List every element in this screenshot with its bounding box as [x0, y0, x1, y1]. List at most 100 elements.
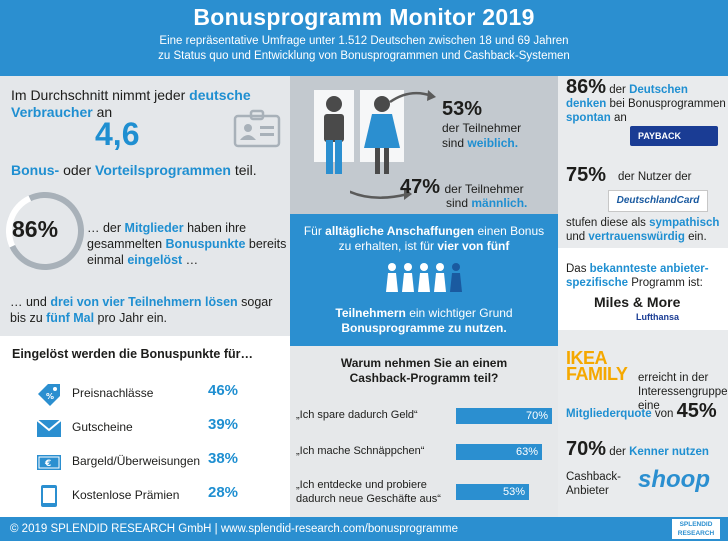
average-highlight-consumer: deutsche Verbraucher	[11, 87, 251, 120]
redeem-label: Preisnachlässe	[72, 386, 154, 400]
average-text-2: Bonus- oder Vorteilsprogrammen teil.	[11, 162, 257, 178]
male-text-c: männlich.	[471, 196, 528, 210]
bar-row: „Ich entdecke und probiere dadurch neue …	[290, 478, 558, 514]
everyday-text-a: Für	[303, 224, 322, 238]
payback-text-a: der	[609, 84, 626, 96]
gender-figures-icon	[314, 90, 404, 174]
frequency-text: … und drei von vier Teilnehmern lösen so…	[10, 294, 280, 326]
ikea-text-c: von	[654, 408, 674, 420]
payback-percent: 86%	[566, 76, 607, 98]
shoop-text-b: Kenner nutzen	[629, 446, 709, 458]
footer-text: © 2019 SPLENDID RESEARCH GmbH | www.sple…	[10, 523, 458, 535]
payback-text: 86% der Deutschen denken bei Bonusprogra…	[566, 77, 726, 125]
members-text-e: bereits einmal	[87, 237, 287, 267]
female-text-b: sind	[442, 136, 465, 150]
logo-line-a: SPLENDID	[679, 521, 713, 528]
members-text-b: Mitglieder	[124, 221, 184, 235]
female-text-c: weiblich.	[467, 136, 519, 150]
ikea-percent: 45%	[676, 400, 717, 422]
bar: 63%	[456, 444, 542, 460]
male-text-b: sind	[446, 196, 469, 210]
deutschlandcard-panel: 75% der Nutzer der DeutschlandCard stufe…	[558, 160, 728, 246]
subtitle-line-1: Eine repräsentative Umfrage unter 1.512 …	[159, 35, 569, 47]
frequency-text-d: fünf Mal	[46, 311, 95, 325]
cash-icon: €	[37, 455, 61, 470]
logo-line-b: RESEARCH	[677, 530, 715, 537]
ikea-text-b: Mitgliederquote	[566, 408, 652, 420]
list-item: Kostenlose Prämien 28%	[0, 482, 290, 512]
redeem-label: Bargeld/Überweisungen	[72, 454, 201, 468]
redeem-label: Gutscheine	[72, 420, 133, 434]
everyday-reason-b: ein wichtiger Grund	[409, 306, 513, 320]
list-item: Gutscheine 39%	[0, 414, 290, 444]
dcard-text-c: sympathisch	[649, 217, 720, 229]
everyday-purchases-panel: Für alltägliche Anschaffungen einen Bonu…	[290, 214, 558, 346]
page-title: Bonusprogramm Monitor 2019	[193, 4, 535, 30]
bar-label: „Ich entdecke und probiere dadurch neue …	[296, 479, 441, 505]
shoop-percent: 70%	[566, 438, 607, 460]
list-item: € Bargeld/Überweisungen 38%	[0, 448, 290, 478]
members-percent: 86%	[12, 216, 59, 242]
shoop-text-a: der	[609, 446, 626, 458]
bar-value-label: 70%	[525, 410, 548, 422]
frequency-text-c: sogar bis zu	[10, 295, 273, 325]
dcard-text: stufen diese als sympathisch und vertrau…	[566, 216, 728, 244]
female-percent: 53%	[442, 98, 483, 120]
average-value: 4,6	[95, 116, 140, 152]
shoop-text: 70% der Kenner nutzen	[566, 439, 726, 459]
members-text-f: eingelöst	[127, 253, 183, 267]
arrows-icon	[350, 90, 436, 200]
ikea-logo-b: FAMILY	[566, 364, 628, 384]
everyday-reason-c: Bonusprogramme zu nutzen.	[341, 321, 507, 335]
redeem-value: 38%	[208, 450, 239, 467]
ikea-text-2: Mitgliederquote von 45%	[566, 401, 726, 421]
female-text-a: der Teilnehmer	[442, 121, 522, 135]
payback-logo: PAYBACK	[630, 126, 718, 146]
dcard-percent: 75%	[566, 164, 607, 186]
envelope-icon	[36, 419, 62, 437]
payback-text-d: spontan	[566, 112, 611, 124]
female-stat: 53% der Teilnehmer sind weiblich.	[442, 98, 558, 151]
miles-text: Das bekannteste anbieter-spezifische Pro…	[566, 262, 726, 290]
average-programs-panel: Im Durchschnitt nimmt jeder deutsche Ver…	[0, 76, 290, 184]
lufthansa-logo: Lufthansa	[636, 312, 680, 322]
average-pre: Im Durchschnitt nimmt jeder	[11, 87, 186, 103]
payback-text-b: Deutschen denken	[566, 84, 688, 110]
everyday-text-b: alltägliche Anschaffungen	[325, 224, 475, 238]
average-oder: oder	[63, 162, 92, 178]
bar: 70%	[456, 408, 552, 424]
redeemed-for-panel: Eingelöst werden die Bonuspunkte für… % …	[0, 336, 290, 517]
male-text-a: der Teilnehmer	[444, 182, 524, 196]
shoop-panel: 70% der Kenner nutzen Cashback-Anbieter …	[558, 432, 728, 517]
average-text: Im Durchschnitt nimmt jeder deutsche Ver…	[11, 87, 271, 121]
redeem-label: Kostenlose Prämien	[72, 488, 180, 502]
everyday-text-d: vier von fünf	[437, 239, 510, 253]
left-column: Im Durchschnitt nimmt jeder deutsche Ver…	[0, 76, 290, 517]
male-percent: 47%	[400, 176, 441, 198]
miles-text-a: Das	[566, 263, 587, 275]
ikea-family-panel: IKEA FAMILY erreicht in der Interessengr…	[558, 338, 728, 422]
dcard-text-a: der Nutzer der	[618, 171, 692, 183]
bar-row: „Ich spare dadurch Geld“ 70%	[290, 408, 558, 444]
ikea-text-a: erreicht in der Interessengruppe eine	[638, 372, 728, 412]
frequency-text-b: drei von vier Teilnehmern lösen	[50, 295, 238, 309]
miles-text-c: Programm ist:	[631, 277, 703, 289]
payback-text-e: an	[613, 112, 627, 124]
shoop-logo: shoop	[638, 466, 710, 493]
payback-panel: 86% der Deutschen denken bei Bonusprogra…	[558, 76, 728, 158]
everyday-reason-text: Teilnehmern ein wichtiger Grund Bonuspro…	[300, 306, 548, 336]
price-tag-icon: %	[38, 384, 60, 406]
list-item: % Preisnachlässe 46%	[0, 380, 290, 410]
shoop-text-c: Cashback-Anbieter	[566, 471, 621, 497]
miles-and-more-panel: Das bekannteste anbieter-spezifische Pro…	[558, 248, 728, 330]
bar-value-label: 63%	[515, 446, 538, 458]
dcard-text-f: ein.	[688, 231, 707, 243]
splendid-research-logo: SPLENDID RESEARCH	[672, 519, 720, 539]
svg-text:€: €	[44, 459, 51, 469]
ikea-family-logo: IKEA FAMILY	[566, 349, 628, 384]
frequency-text-e: pro Jahr ein.	[97, 311, 168, 325]
bar-row: „Ich mache Schnäppchen“ 63%	[290, 444, 558, 480]
members-text-g: …	[185, 253, 199, 267]
right-column: 86% der Deutschen denken bei Bonusprogra…	[558, 76, 728, 517]
gender-panel: 53% der Teilnehmer sind weiblich. 47% de…	[290, 76, 558, 214]
